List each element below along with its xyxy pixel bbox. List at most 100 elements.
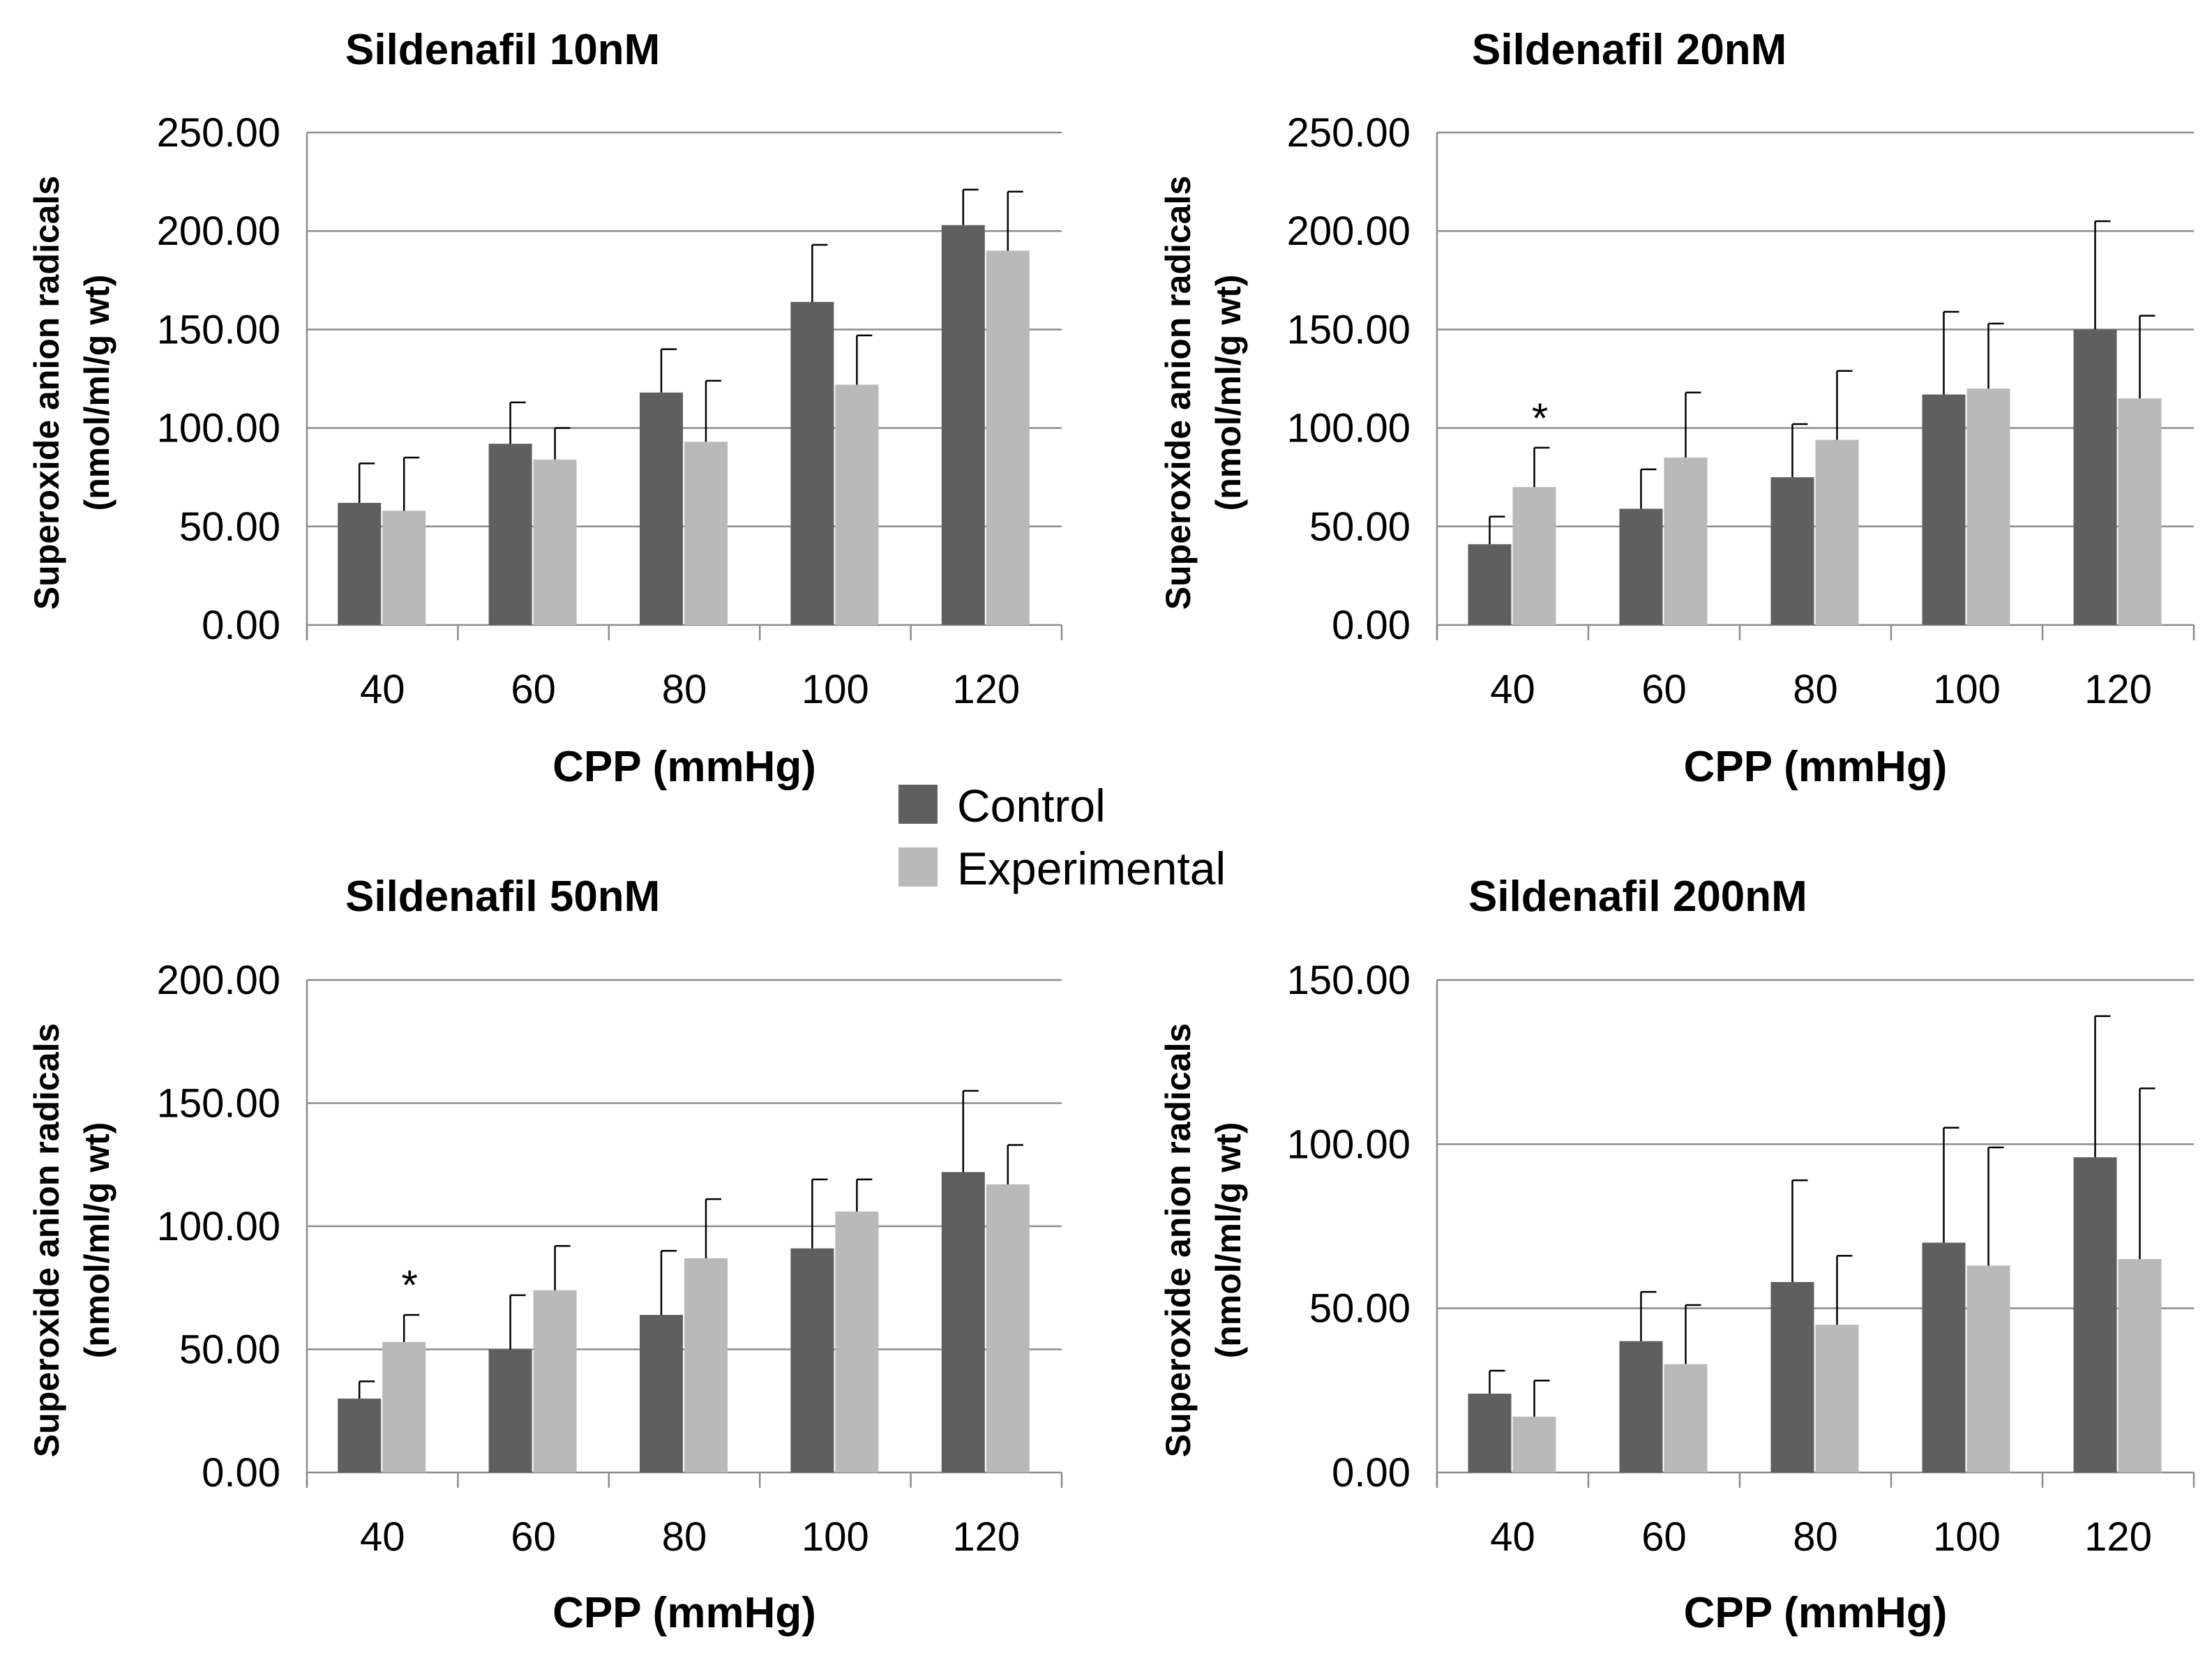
bar-experimental-60 [533,459,577,625]
bar-experimental-60 [533,1290,577,1472]
bar-control-120 [2073,1157,2117,1472]
y-axis-label-line2: (nmol/ml/g wt) [77,275,116,511]
y-tick-label: 100.00 [157,1204,280,1249]
bar-experimental-40 [1512,1416,1556,1472]
y-axis-label-line1: Superoxide anion radicals [27,176,66,610]
x-axis-label: CPP (mmHg) [1684,1589,1948,1637]
x-tick-label: 40 [360,1514,405,1560]
y-tick-label: 50.00 [179,504,280,550]
y-axis-label-line1: Superoxide anion radicals [1159,1023,1198,1457]
y-tick-label: 150.00 [1287,307,1410,352]
y-tick-label: 250.00 [1287,110,1410,156]
legend-label-control: Control [957,780,1106,831]
bar-experimental-80 [684,442,728,625]
bar-control-80 [640,392,683,625]
chart-title: Sildenafil 20nM [1472,26,1786,74]
legend: Control Experimental [898,780,1226,894]
legend-label-experimental: Experimental [957,843,1226,894]
bar-control-120 [941,1172,985,1472]
bar-control-100 [790,301,834,625]
bar-control-60 [488,1349,532,1472]
bar-control-80 [1770,477,1814,625]
bar-control-40 [338,502,382,625]
y-axis-label-line2: (nmol/ml/g wt) [1209,1122,1248,1359]
y-tick-label: 200.00 [1287,209,1410,254]
y-tick-label: 0.00 [202,1450,280,1495]
y-tick-label: 50.00 [1309,504,1410,550]
significance-marker: * [1532,395,1548,442]
x-tick-label: 80 [662,667,707,712]
x-axis-label: CPP (mmHg) [552,1589,816,1637]
y-tick-label: 250.00 [157,110,280,156]
x-tick-label: 40 [1490,1514,1535,1560]
chart-panel-3: Sildenafil 50nM 0.00 50.00 100.00 150.00 200.… [27,873,1063,1637]
y-tick-label: 0.00 [202,603,280,648]
bar-control-120 [941,225,985,625]
chart-panel-1: Sildenafil 10nM 0.00 50.00 100.00 150.00 200.… [27,26,1063,791]
bar-control-60 [1619,508,1663,625]
x-tick-label: 60 [511,667,556,712]
y-tick-label: 100.00 [157,406,280,451]
x-tick-label: 100 [1933,667,2001,712]
y-tick-label: 100.00 [1287,406,1410,451]
bar-experimental-120 [986,1184,1030,1472]
bar-control-120 [2073,329,2117,625]
y-tick-label: 100.00 [1287,1122,1410,1167]
y-tick-label: 150.00 [157,1081,280,1126]
legend-swatch-experimental [898,847,938,887]
legend-swatch-control [898,785,938,824]
x-tick-label: 120 [2084,1514,2152,1560]
y-axis-label-line1: Superoxide anion radicals [1159,176,1198,610]
bar-experimental-120 [2118,1259,2162,1472]
chart-panel-4: Sildenafil 200nM 0.00 50.00 100.00 150.00 40 6… [1159,873,2195,1637]
x-tick-label: 40 [1490,667,1535,712]
y-tick-label: 200.00 [157,958,280,1003]
chart-panel-2: Sildenafil 20nM 0.00 50.00 100.00 150.00 200.… [1159,26,2195,791]
bar-experimental-60 [1664,457,1708,625]
y-tick-label: 150.00 [1287,958,1410,1003]
bar-experimental-40 [382,511,426,625]
bar-experimental-60 [1664,1364,1708,1472]
y-tick-label: 150.00 [157,307,280,352]
bar-experimental-100 [835,384,879,625]
y-axis-label-line2: (nmol/ml/g wt) [77,1122,116,1359]
bar-control-100 [1922,394,1966,625]
x-tick-label: 120 [952,1514,1020,1560]
bar-control-40 [338,1399,382,1472]
bar-experimental-80 [1815,439,1859,625]
bar-experimental-120 [2118,398,2162,625]
x-tick-label: 100 [802,667,869,712]
bar-control-60 [1619,1341,1663,1472]
bar-control-100 [1922,1242,1966,1472]
chart-title: Sildenafil 50nM [345,873,660,921]
bar-experimental-120 [986,250,1030,625]
bar-control-100 [790,1248,834,1472]
x-tick-label: 40 [360,667,405,712]
bar-control-60 [488,444,532,625]
x-tick-label: 60 [1641,1514,1687,1560]
y-tick-label: 50.00 [1309,1286,1410,1332]
x-tick-label: 100 [802,1514,869,1560]
y-axis-label-line2: (nmol/ml/g wt) [1209,275,1248,511]
bar-experimental-40 [1512,487,1556,625]
x-tick-label: 60 [511,1514,556,1560]
y-tick-label: 0.00 [1332,1450,1410,1495]
y-tick-label: 0.00 [1332,603,1410,648]
bar-control-80 [640,1315,683,1472]
x-tick-label: 60 [1641,667,1687,712]
x-tick-label: 120 [2084,667,2152,712]
x-tick-label: 120 [952,667,1020,712]
bar-experimental-80 [684,1258,728,1472]
bar-control-40 [1468,544,1512,625]
x-tick-label: 100 [1933,1514,2001,1560]
bar-control-80 [1770,1282,1814,1472]
bar-experimental-100 [1966,389,2010,625]
bar-control-40 [1468,1394,1512,1472]
bar-experimental-100 [1966,1265,2010,1472]
x-tick-label: 80 [662,1514,707,1560]
chart-title: Sildenafil 200nM [1468,873,1807,921]
chart-title: Sildenafil 10nM [345,26,660,74]
y-tick-label: 200.00 [157,209,280,254]
y-axis-label-line1: Superoxide anion radicals [27,1023,66,1457]
